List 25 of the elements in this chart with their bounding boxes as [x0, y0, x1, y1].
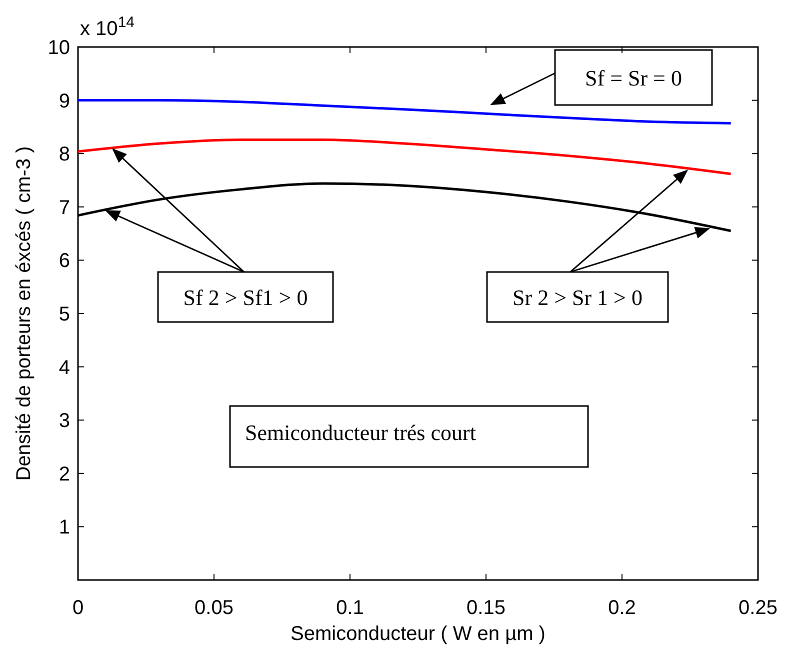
line-series [76, 99, 732, 124]
x-tick-label: 0.1 [336, 597, 364, 619]
line-series [76, 138, 732, 176]
x-tick-label: 0 [72, 597, 84, 619]
annotation: Sf = Sr = 0 [585, 66, 682, 90]
y-tick-label: 3 [58, 410, 70, 432]
x-tick-label: 0.25 [738, 597, 778, 619]
y-tick-label: 2 [58, 463, 70, 486]
annotation: Sf 2 > Sf1 > 0 [183, 285, 308, 310]
y-tick-label: 5 [58, 304, 70, 326]
y-axis-title: Densité de porteurs en éxcés ( cm-3 ) [13, 146, 35, 481]
text: x 10$^{14}$ [80, 14, 134, 40]
annotation: Sr 2 > Sr 1 > 0 [512, 285, 642, 310]
y-tick-label: 8 [58, 144, 70, 166]
y-tick-label: 4 [58, 356, 70, 379]
x-tick-label: 0.05 [194, 597, 234, 619]
y-tick-label: 7 [58, 196, 70, 219]
y-tick-label: 9 [58, 90, 70, 112]
x-tick-label: 0.15 [466, 597, 506, 619]
y-tick-label: 6 [58, 250, 70, 272]
y-tick-label: 1 [58, 516, 70, 539]
x-tick-label: 0.2 [608, 597, 636, 619]
y-tick-label: 10 [48, 37, 70, 59]
x-axis-title: Semiconducteur ( W en µm ) [290, 623, 546, 645]
annotation: Semiconducteur trés court [245, 420, 476, 445]
